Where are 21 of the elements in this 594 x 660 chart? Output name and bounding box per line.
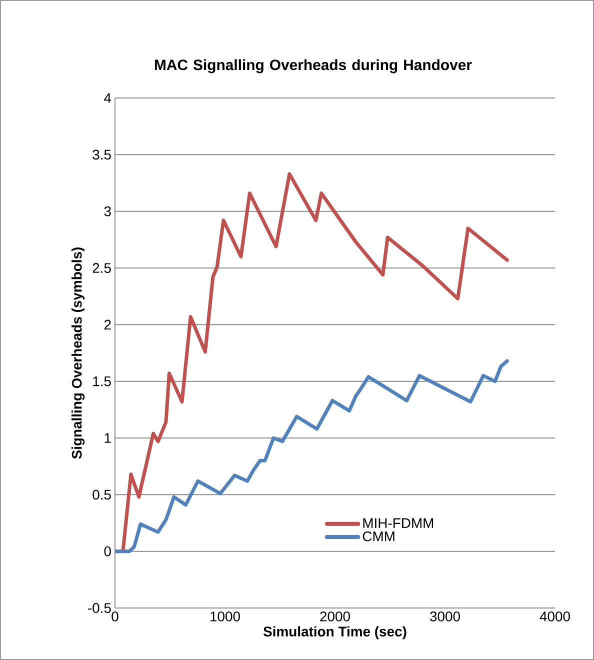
legend-label: MIH-FDMM — [363, 518, 434, 528]
y-tick-label: -0.5 — [88, 603, 111, 613]
y-tick-label: 2 — [104, 320, 111, 330]
chart-title: MAC Signalling Overheads during Handover — [154, 59, 472, 74]
y-tick-label: 0 — [104, 546, 111, 556]
y-axis-title: Signalling Overheads (symbols) — [72, 248, 85, 459]
x-tick-label: 4000 — [540, 612, 570, 622]
line-series — [115, 359, 509, 554]
y-tick-label: 0.5 — [92, 490, 111, 500]
y-tick-label: 1.5 — [93, 376, 111, 386]
x-tick-label: 2000 — [320, 612, 350, 622]
x-tick-label: 0 — [112, 612, 118, 622]
y-tick-label: 2.5 — [92, 263, 111, 273]
y-tick-label: 1 — [104, 433, 111, 443]
x-axis-title: Simulation Time (sec) — [263, 626, 406, 640]
x-tick-label: 3000 — [430, 612, 460, 622]
x-tick-label: 1000 — [210, 612, 240, 622]
y-tick-label: 3 — [104, 206, 111, 216]
y-tick-label: 4 — [104, 93, 112, 103]
y-tick-label: 3.5 — [92, 150, 111, 160]
legend-label: CMM — [362, 531, 394, 542]
